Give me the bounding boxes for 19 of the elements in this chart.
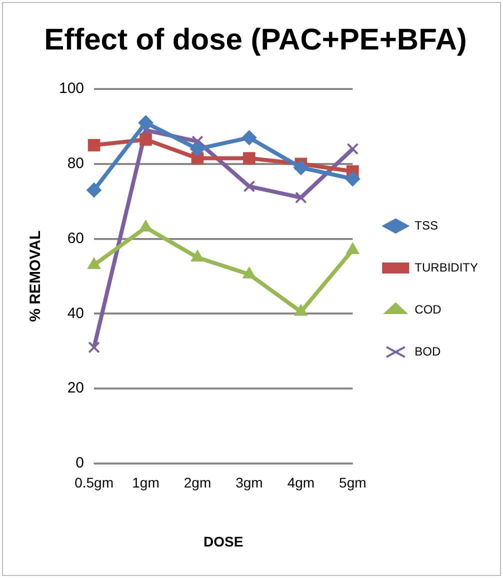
x-tick-label: 5gm — [339, 474, 366, 491]
legend-label: BOD — [414, 344, 442, 358]
y-tick-label: 20 — [67, 380, 84, 397]
y-tick-label: 0 — [76, 454, 84, 472]
y-tick-label: 60 — [67, 230, 84, 247]
legend-label: TSS — [414, 218, 438, 232]
legend-label: COD — [414, 302, 442, 316]
y-axis-title: % REMOVAL — [27, 230, 44, 322]
x-tick-label: 3gm — [236, 474, 263, 491]
x-axis-title: DOSE — [204, 533, 244, 550]
x-tick-label: 4gm — [287, 474, 315, 491]
y-tick-label: 40 — [67, 304, 84, 322]
chart-title: Effect of dose (PAC+PE+BFA) — [44, 23, 467, 56]
x-tick-label: 2gm — [184, 474, 212, 491]
x-tick-label: 1gm — [132, 474, 160, 491]
y-tick-label: 80 — [67, 155, 84, 172]
legend-label: TURBIDITY — [414, 260, 478, 274]
x-tick-label: 0.5gm — [74, 474, 114, 491]
y-tick-label: 100 — [58, 80, 84, 98]
